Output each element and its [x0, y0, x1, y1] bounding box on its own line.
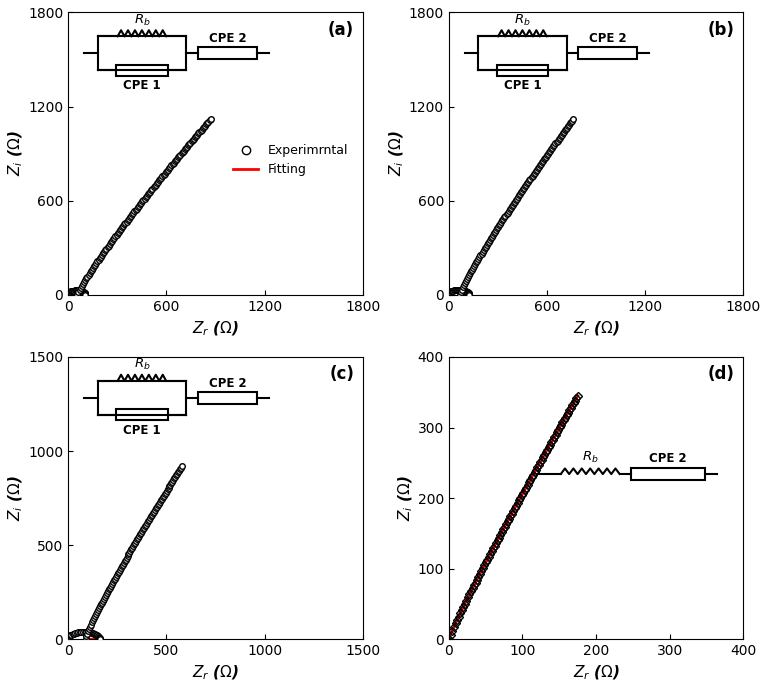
Text: $R_b$: $R_b$	[134, 358, 151, 373]
X-axis label: $Z_r$ ($\Omega$): $Z_r$ ($\Omega$)	[572, 664, 620, 682]
Bar	[198, 48, 257, 59]
Text: CPE 2: CPE 2	[209, 32, 247, 45]
Text: $R_b$: $R_b$	[582, 450, 598, 465]
Text: $R_b$: $R_b$	[134, 13, 151, 28]
Bar	[578, 48, 637, 59]
Y-axis label: $Z_i$ ($\Omega$): $Z_i$ ($\Omega$)	[396, 475, 415, 521]
Text: CPE 2: CPE 2	[209, 377, 247, 390]
Text: CPE 2: CPE 2	[650, 453, 687, 465]
X-axis label: $Z_r$ ($\Omega$): $Z_r$ ($\Omega$)	[192, 319, 239, 338]
Text: CPE 1: CPE 1	[123, 79, 161, 92]
Text: CPE 1: CPE 1	[504, 79, 541, 92]
Text: (c): (c)	[329, 365, 354, 383]
X-axis label: $Z_r$ ($\Omega$): $Z_r$ ($\Omega$)	[192, 664, 239, 682]
Bar	[497, 65, 548, 76]
Text: (a): (a)	[328, 21, 354, 39]
X-axis label: $Z_r$ ($\Omega$): $Z_r$ ($\Omega$)	[572, 319, 620, 338]
Text: CPE 1: CPE 1	[123, 424, 161, 437]
Text: (b): (b)	[708, 21, 734, 39]
Y-axis label: $Z_i$ ($\Omega$): $Z_i$ ($\Omega$)	[7, 131, 25, 176]
Text: $R_b$: $R_b$	[514, 13, 531, 28]
Text: CPE 2: CPE 2	[589, 32, 627, 45]
Y-axis label: $Z_i$ ($\Omega$): $Z_i$ ($\Omega$)	[7, 475, 25, 521]
Y-axis label: $Z_i$ ($\Omega$): $Z_i$ ($\Omega$)	[388, 131, 406, 176]
Legend: Experimrntal, Fitting: Experimrntal, Fitting	[228, 139, 354, 181]
Bar	[116, 409, 167, 420]
Bar	[116, 65, 167, 76]
Bar	[631, 468, 705, 480]
Bar	[198, 392, 257, 404]
Text: (d): (d)	[708, 365, 734, 383]
